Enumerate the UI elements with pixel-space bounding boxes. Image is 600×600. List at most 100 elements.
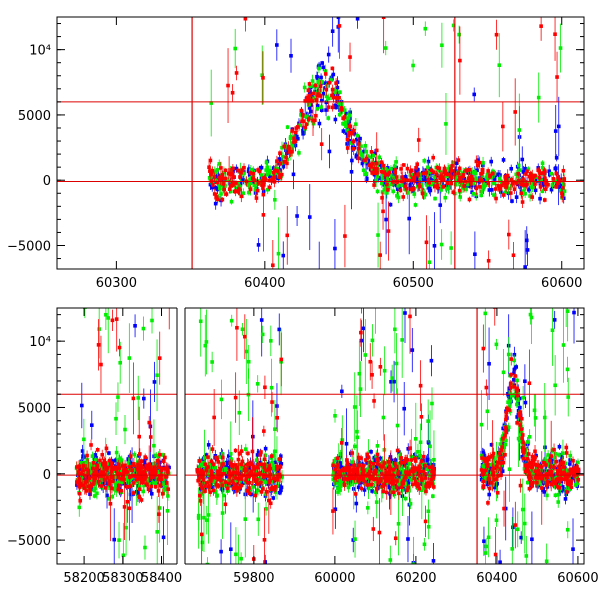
data-point bbox=[123, 427, 127, 432]
data-point bbox=[208, 158, 213, 163]
data-point bbox=[282, 144, 287, 149]
data-point bbox=[348, 55, 352, 59]
data-point bbox=[202, 481, 207, 486]
data-point bbox=[431, 494, 435, 498]
data-point bbox=[337, 24, 342, 28]
data-point bbox=[275, 43, 279, 47]
data-point bbox=[407, 462, 411, 466]
data-point bbox=[398, 185, 402, 189]
data-point bbox=[259, 173, 264, 177]
data-point bbox=[110, 494, 114, 499]
data-point bbox=[307, 106, 312, 110]
data-point bbox=[393, 458, 398, 462]
data-point bbox=[323, 81, 328, 85]
data-point bbox=[162, 487, 166, 492]
data-point bbox=[220, 480, 224, 485]
data-point bbox=[389, 379, 393, 384]
data-point bbox=[264, 480, 268, 485]
data-point bbox=[362, 149, 366, 154]
data-point bbox=[97, 462, 102, 467]
data-point bbox=[345, 142, 349, 146]
data-point bbox=[93, 453, 98, 457]
data-point bbox=[234, 186, 238, 191]
data-point bbox=[553, 129, 558, 133]
data-point bbox=[396, 183, 400, 188]
data-point bbox=[376, 233, 380, 237]
data-point bbox=[145, 476, 150, 481]
data-point bbox=[356, 146, 361, 151]
data-point bbox=[264, 160, 269, 165]
data-point bbox=[544, 181, 548, 186]
data-point bbox=[207, 165, 211, 170]
data-point bbox=[338, 90, 342, 95]
data-point bbox=[537, 178, 541, 182]
data-point bbox=[308, 98, 312, 102]
data-point bbox=[124, 525, 128, 530]
data-point bbox=[267, 178, 271, 183]
data-point bbox=[314, 113, 318, 118]
data-point bbox=[512, 187, 517, 192]
data-point bbox=[224, 467, 228, 471]
data-point bbox=[427, 180, 431, 185]
data-point bbox=[114, 416, 118, 421]
data-point bbox=[143, 545, 147, 550]
data-point bbox=[272, 449, 277, 454]
data-point bbox=[239, 556, 243, 561]
data-point bbox=[344, 111, 348, 116]
data-point bbox=[538, 171, 542, 176]
data-point bbox=[218, 181, 222, 186]
data-point bbox=[255, 382, 260, 386]
data-point bbox=[459, 173, 463, 177]
data-point bbox=[347, 130, 352, 135]
data-point bbox=[228, 451, 233, 456]
data-point bbox=[358, 148, 362, 153]
data-point bbox=[224, 484, 229, 489]
data-point bbox=[288, 134, 293, 139]
data-point bbox=[489, 188, 494, 192]
data-point bbox=[445, 181, 450, 186]
data-point bbox=[527, 174, 532, 179]
data-point bbox=[261, 186, 265, 190]
data-point bbox=[451, 23, 456, 28]
data-point bbox=[248, 177, 252, 182]
data-point bbox=[311, 118, 315, 123]
data-point bbox=[348, 113, 352, 118]
data-point bbox=[81, 454, 85, 458]
data-point bbox=[252, 178, 257, 182]
data-point bbox=[509, 178, 514, 182]
data-point bbox=[453, 182, 458, 187]
data-point bbox=[212, 175, 217, 179]
data-point bbox=[550, 182, 555, 187]
data-point bbox=[128, 492, 133, 497]
data-point bbox=[388, 173, 393, 177]
data-point bbox=[227, 465, 231, 470]
data-point bbox=[518, 168, 522, 172]
data-point bbox=[426, 159, 431, 164]
data-point bbox=[489, 442, 494, 447]
data-point bbox=[161, 482, 166, 487]
data-point bbox=[354, 122, 358, 126]
data-point bbox=[418, 440, 423, 445]
data-point bbox=[284, 155, 288, 160]
data-point bbox=[468, 167, 472, 172]
data-point bbox=[476, 163, 480, 168]
data-point bbox=[261, 479, 266, 484]
data-point bbox=[462, 184, 466, 188]
data-point bbox=[333, 246, 337, 251]
data-point bbox=[528, 194, 532, 198]
data-point bbox=[506, 180, 510, 185]
data-point bbox=[223, 168, 228, 173]
data-point bbox=[273, 490, 278, 494]
data-point bbox=[435, 183, 440, 188]
data-point bbox=[285, 161, 289, 166]
data-point bbox=[273, 468, 277, 472]
data-point bbox=[318, 84, 323, 89]
data-point bbox=[264, 168, 268, 172]
data-point bbox=[354, 501, 359, 506]
data-point bbox=[405, 191, 410, 195]
data-point bbox=[426, 178, 431, 182]
data-point bbox=[147, 482, 152, 486]
data-point bbox=[265, 166, 270, 170]
data-point bbox=[207, 175, 212, 180]
data-point bbox=[480, 450, 485, 455]
